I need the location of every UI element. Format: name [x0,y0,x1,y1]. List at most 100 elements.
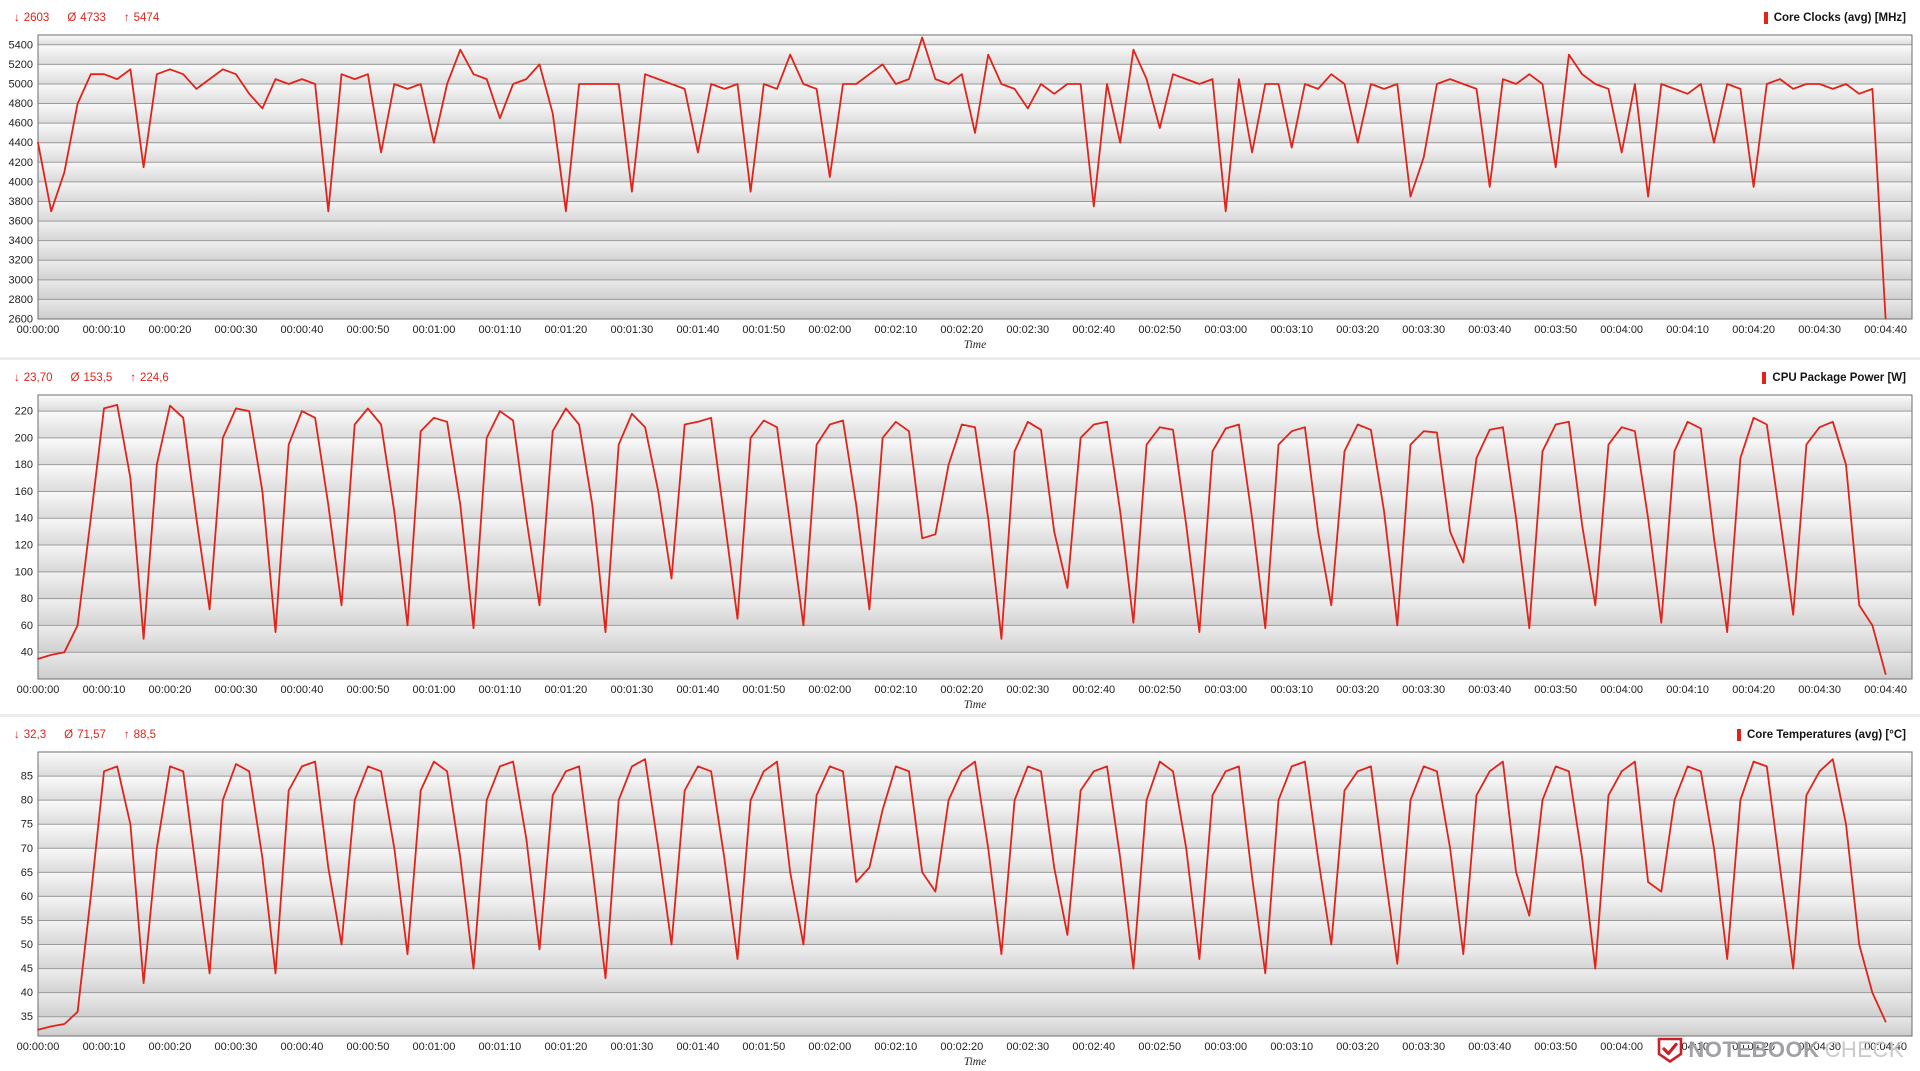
svg-text:00:02:10: 00:02:10 [874,684,917,696]
svg-text:00:02:40: 00:02:40 [1072,324,1115,336]
svg-text:00:00:10: 00:00:10 [83,324,126,336]
svg-text:00:03:50: 00:03:50 [1534,1041,1577,1053]
svg-text:180: 180 [15,459,33,471]
svg-text:00:03:00: 00:03:00 [1204,1041,1247,1053]
chart-stats: ↓ 2603 Ø 4733 ↑ 5474 [14,12,159,24]
svg-text:00:04:00: 00:04:00 [1600,324,1643,336]
svg-text:00:00:30: 00:00:30 [215,324,258,336]
avg-icon: Ø [70,372,80,384]
min-arrow-icon: ↓ [14,729,20,741]
svg-text:00:03:50: 00:03:50 [1534,684,1577,696]
svg-text:00:03:00: 00:03:00 [1204,684,1247,696]
svg-text:Time: Time [964,699,986,711]
svg-text:75: 75 [21,819,33,831]
svg-text:2800: 2800 [9,294,33,306]
max-arrow-icon: ↑ [123,12,130,24]
chart-legend: CPU Package Power [W] [1762,372,1906,384]
svg-text:00:02:20: 00:02:20 [940,324,983,336]
stat-avg: Ø 153,5 [71,372,113,384]
svg-text:00:03:30: 00:03:30 [1402,1041,1445,1053]
cpu-package-power-plot: 40 60 80 100 120 140 160 180 200 220 00:00:00 00:00… [15,394,1913,711]
legend-color-swatch [1762,372,1767,384]
svg-text:00:03:40: 00:03:40 [1468,1041,1511,1053]
svg-text:00:03:10: 00:03:10 [1270,324,1313,336]
svg-text:00:01:10: 00:01:10 [478,684,521,696]
svg-text:4400: 4400 [9,137,33,149]
chart-cpu-package-power: ↓ 23,70 Ø 153,5 ↑ 224,6 CPU Package Powe… [0,357,1920,714]
svg-text:00:01:40: 00:01:40 [676,1041,719,1053]
svg-text:00:01:10: 00:01:10 [478,1041,521,1053]
svg-text:00:01:10: 00:01:10 [478,324,521,336]
stat-min: ↓ 32,3 [14,729,46,741]
svg-text:00:04:20: 00:04:20 [1732,684,1775,696]
svg-text:200: 200 [15,432,33,444]
svg-text:80: 80 [21,795,33,807]
legend-color-swatch [1736,729,1741,741]
max-arrow-icon: ↑ [123,729,130,741]
stat-max-value: 5474 [133,12,160,24]
svg-text:100: 100 [15,566,33,578]
svg-text:00:00:20: 00:00:20 [149,684,192,696]
svg-text:00:02:00: 00:02:00 [808,684,851,696]
svg-text:40: 40 [21,647,33,659]
stat-min-value: 2603 [23,12,50,24]
chart-legend: Core Clocks (avg) [MHz] [1763,12,1906,24]
svg-text:00:03:20: 00:03:20 [1336,684,1379,696]
svg-text:00:00:40: 00:00:40 [281,684,324,696]
svg-text:00:02:20: 00:02:20 [940,1041,983,1053]
svg-text:60: 60 [21,620,33,632]
svg-text:00:04:20: 00:04:20 [1732,324,1775,336]
svg-text:Time: Time [964,1056,986,1068]
svg-text:4000: 4000 [9,176,33,188]
svg-text:3600: 3600 [9,216,33,228]
svg-text:00:04:20: 00:04:20 [1732,1041,1775,1053]
chart-core-clocks: ↓ 2603 Ø 4733 ↑ 5474 Core Clocks (avg) [… [0,0,1920,357]
chart-stats: ↓ 32,3 Ø 71,57 ↑ 88,5 [14,729,156,741]
svg-text:00:01:50: 00:01:50 [742,324,785,336]
chart-core-temperatures: ↓ 32,3 Ø 71,57 ↑ 88,5 Core Temperatures … [0,714,1920,1071]
svg-text:40: 40 [21,987,33,999]
svg-text:00:02:30: 00:02:30 [1006,684,1049,696]
svg-text:00:01:20: 00:01:20 [544,1041,587,1053]
svg-text:220: 220 [15,406,33,418]
svg-text:35: 35 [21,1011,33,1023]
svg-text:00:03:30: 00:03:30 [1402,684,1445,696]
svg-text:00:01:30: 00:01:30 [610,1041,653,1053]
svg-text:00:03:10: 00:03:10 [1270,1041,1313,1053]
svg-text:85: 85 [21,771,33,783]
svg-text:00:04:30: 00:04:30 [1798,324,1841,336]
chart-header: ↓ 32,3 Ø 71,57 ↑ 88,5 Core Temperatures … [0,722,1920,748]
svg-text:4800: 4800 [9,98,33,110]
core-temperatures-plot: 35 40 45 50 55 60 65 70 75 80 85 00:00:00 00:00:10 00… [17,751,1913,1068]
svg-text:00:02:50: 00:02:50 [1138,324,1181,336]
svg-text:00:02:00: 00:02:00 [808,1041,851,1053]
svg-text:3000: 3000 [9,274,33,286]
svg-text:00:04:10: 00:04:10 [1666,1041,1709,1053]
chart-header: ↓ 23,70 Ø 153,5 ↑ 224,6 CPU Package Powe… [0,365,1920,391]
svg-text:60: 60 [21,891,33,903]
stat-min: ↓ 23,70 [14,372,53,384]
svg-text:00:01:20: 00:01:20 [544,324,587,336]
svg-text:00:03:40: 00:03:40 [1468,324,1511,336]
svg-text:00:01:20: 00:01:20 [544,684,587,696]
svg-text:00:03:50: 00:03:50 [1534,324,1577,336]
svg-text:00:00:50: 00:00:50 [347,324,390,336]
chart-header: ↓ 2603 Ø 4733 ↑ 5474 Core Clocks (avg) [… [0,5,1920,31]
svg-text:160: 160 [15,486,33,498]
svg-text:70: 70 [21,843,33,855]
svg-text:3200: 3200 [9,255,33,267]
stat-min: ↓ 2603 [14,12,49,24]
svg-text:00:04:00: 00:04:00 [1600,684,1643,696]
svg-text:00:03:40: 00:03:40 [1468,684,1511,696]
svg-text:5200: 5200 [9,59,33,71]
avg-icon: Ø [64,729,74,741]
svg-text:2600: 2600 [9,314,33,326]
svg-text:00:02:30: 00:02:30 [1006,1041,1049,1053]
svg-text:00:00:00: 00:00:00 [17,1041,60,1053]
svg-text:00:04:30: 00:04:30 [1798,684,1841,696]
svg-text:Time: Time [964,339,986,351]
stat-max-value: 88,5 [133,729,157,741]
svg-text:55: 55 [21,915,33,927]
svg-text:00:01:00: 00:01:00 [413,684,456,696]
max-arrow-icon: ↑ [130,372,137,384]
